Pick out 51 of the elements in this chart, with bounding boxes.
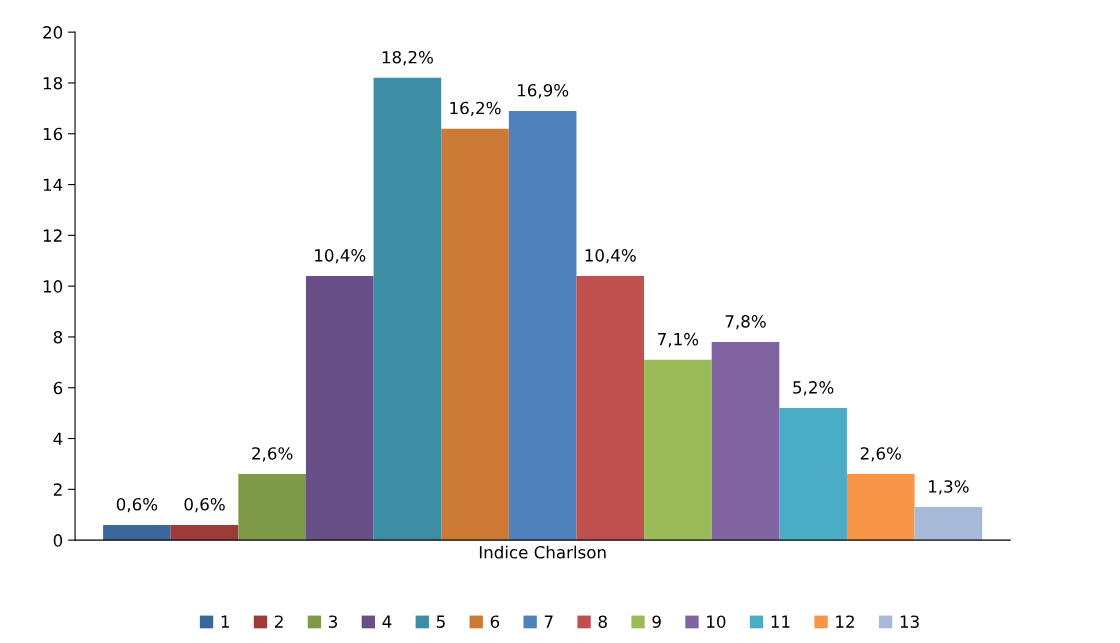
data-label: 18,2% bbox=[382, 50, 433, 66]
data-label: 1,3% bbox=[929, 480, 969, 495]
bar bbox=[846, 474, 915, 541]
bar bbox=[170, 524, 239, 541]
legend-label: 13 bbox=[900, 615, 919, 628]
legend-label: 8 bbox=[598, 615, 607, 628]
bar bbox=[644, 359, 712, 541]
bar bbox=[711, 342, 780, 541]
legend-label: 10 bbox=[707, 615, 726, 628]
y-tick-label: 6 bbox=[53, 381, 63, 395]
legend-label: 2 bbox=[275, 615, 283, 628]
legend-label: 5 bbox=[436, 615, 445, 628]
y-tick-label: 8 bbox=[53, 330, 63, 344]
bar bbox=[779, 408, 847, 541]
y-tick-label: 0 bbox=[53, 534, 63, 547]
data-label: 10,4% bbox=[315, 249, 366, 264]
y-tick-label: 14 bbox=[43, 178, 63, 191]
y-tick-label: 20 bbox=[43, 26, 63, 39]
y-tick-label: 4 bbox=[53, 432, 63, 445]
data-label: 0,6% bbox=[116, 497, 158, 513]
bar bbox=[305, 275, 374, 541]
bar bbox=[508, 110, 577, 541]
data-label: 5,2% bbox=[793, 381, 834, 396]
data-label: 2,6% bbox=[860, 447, 901, 462]
legend-label: 6 bbox=[490, 615, 500, 628]
data-label: 7,1% bbox=[658, 332, 699, 348]
legend-label: 11 bbox=[771, 615, 790, 628]
bar bbox=[914, 507, 983, 541]
data-label: 2,6% bbox=[252, 447, 293, 462]
data-label: 7,8% bbox=[725, 315, 766, 330]
legend-label: 7 bbox=[544, 615, 553, 628]
x-axis-title: Indice Charlson bbox=[479, 545, 606, 559]
y-tick-label: 18 bbox=[43, 76, 63, 90]
bar bbox=[576, 275, 645, 541]
bar bbox=[238, 474, 306, 541]
bar bbox=[441, 128, 509, 541]
bar bbox=[373, 77, 442, 541]
legend-label: 1 bbox=[221, 615, 229, 628]
data-label: 16,9% bbox=[518, 83, 569, 99]
y-tick-label: 10 bbox=[43, 280, 63, 293]
y-tick-label: 12 bbox=[43, 229, 62, 242]
legend-label: 9 bbox=[652, 615, 661, 628]
bar bbox=[103, 524, 171, 541]
legend-label: 4 bbox=[382, 615, 392, 628]
legend-label: 12 bbox=[836, 615, 854, 628]
data-label: 16,2% bbox=[450, 101, 501, 117]
data-label: 10,4% bbox=[585, 249, 636, 264]
data-label: 0,6% bbox=[184, 497, 225, 513]
y-tick-label: 16 bbox=[43, 127, 63, 141]
y-tick-label: 2 bbox=[53, 483, 62, 496]
legend-label: 3 bbox=[329, 615, 338, 628]
